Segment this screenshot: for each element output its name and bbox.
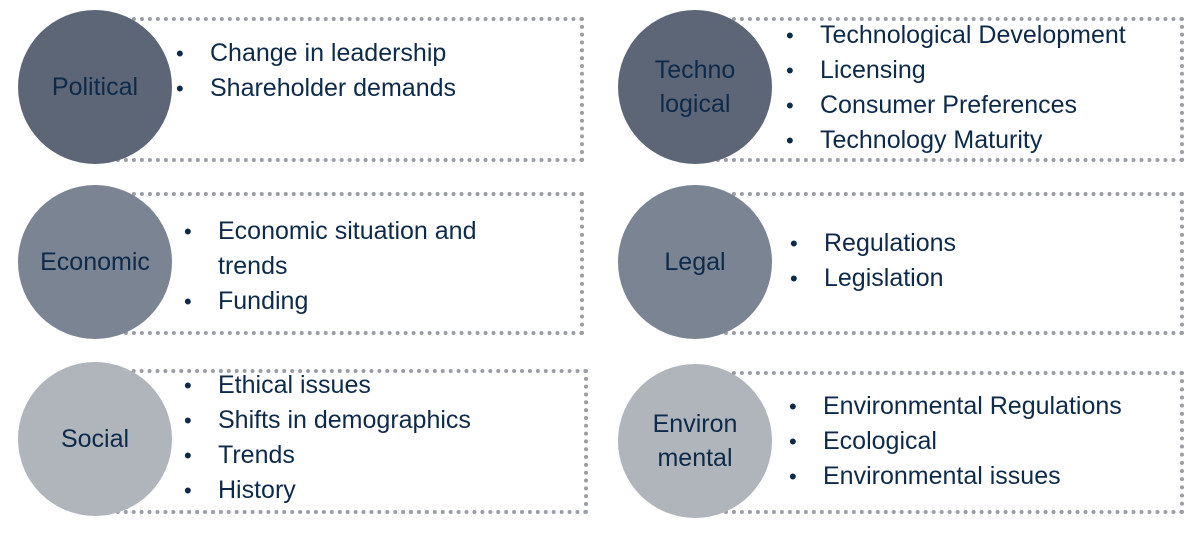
factor-circle: Environ mental <box>618 364 772 518</box>
list-item: History <box>184 473 584 508</box>
factor-item-list: Economic situation and trends Funding <box>184 214 504 319</box>
factor-circle: Legal <box>618 185 772 339</box>
list-item: Ethical issues <box>184 368 584 403</box>
factor-label: Political <box>51 73 139 101</box>
factor-circle: Social <box>18 362 172 516</box>
list-item: Consumer Preferences <box>786 88 1186 123</box>
factor-circle: Economic <box>18 185 172 339</box>
factor-circle: Techno logical <box>618 10 772 164</box>
factor-item-list: Environmental Regulations Ecological Env… <box>789 389 1184 494</box>
factor-label-line: mental <box>657 444 733 472</box>
factor-label-line: logical <box>659 90 731 118</box>
list-item: Legislation <box>790 261 1170 296</box>
factor-item-list: Regulations Legislation <box>790 226 1170 296</box>
list-item: Economic situation and trends <box>184 214 504 284</box>
factor-item-list: Technological Development Licensing Cons… <box>786 18 1186 158</box>
list-item: Technological Development <box>786 18 1186 53</box>
factor-label-line: Environ <box>652 410 738 438</box>
factor-item-list: Change in leadership Shareholder demands <box>176 36 576 106</box>
factor-item-list: Ethical issues Shifts in demographics Tr… <box>184 368 584 508</box>
list-item: Regulations <box>790 226 1170 261</box>
list-item: Trends <box>184 438 584 473</box>
factor-label: Social <box>60 425 130 453</box>
list-item: Technology Maturity <box>786 123 1186 158</box>
list-item: Environmental issues <box>789 459 1184 494</box>
list-item: Shifts in demographics <box>184 403 584 438</box>
factor-label: Legal <box>664 248 726 276</box>
list-item: Funding <box>184 284 504 319</box>
factor-circle: Political <box>18 10 172 164</box>
list-item: Change in leadership <box>176 36 576 71</box>
factor-label-line: Techno <box>654 56 736 84</box>
list-item: Licensing <box>786 53 1186 88</box>
list-item: Environmental Regulations <box>789 389 1184 424</box>
list-item: Shareholder demands <box>176 71 576 106</box>
list-item: Ecological <box>789 424 1184 459</box>
factor-label: Economic <box>40 248 150 276</box>
